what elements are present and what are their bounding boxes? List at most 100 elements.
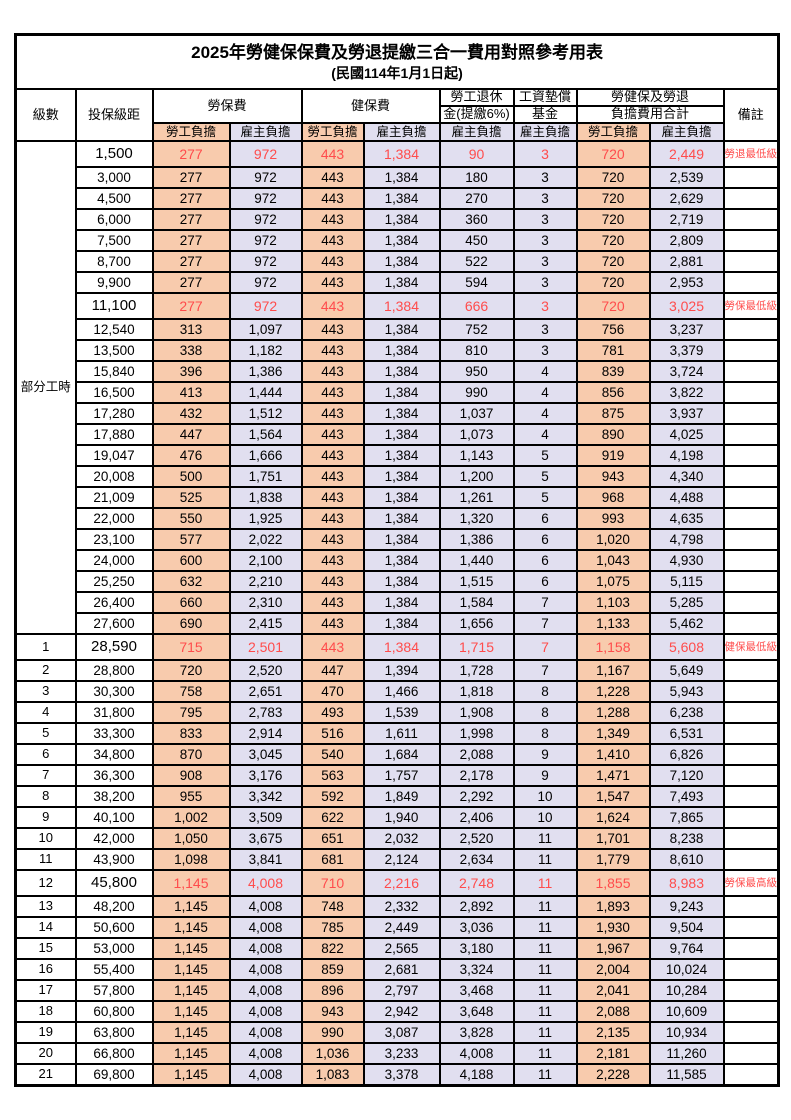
value-cell: 1,547 — [575, 785, 651, 808]
remark-cell — [722, 722, 780, 745]
remark-cell — [722, 785, 780, 808]
remark-cell — [722, 187, 780, 210]
value-cell: 270 — [438, 187, 515, 210]
value-cell: 1,384 — [362, 486, 441, 509]
value-cell: 10,024 — [648, 958, 725, 981]
value-cell: 1,757 — [362, 764, 441, 787]
remark-cell — [722, 659, 780, 682]
value-cell: 443 — [300, 570, 365, 593]
value-cell: 11 — [512, 1063, 578, 1087]
value-cell: 476 — [151, 444, 231, 467]
remark-cell — [722, 979, 780, 1002]
value-cell: 943 — [300, 1000, 365, 1023]
value-cell: 908 — [151, 764, 231, 787]
value-cell: 3,233 — [362, 1042, 441, 1065]
level-cell: 13 — [14, 895, 77, 918]
table-row: 10 42,000 1,050 3,675 651 2,032 2,520 11 1,701 8,… — [14, 827, 780, 850]
value-cell: 443 — [300, 444, 365, 467]
subheader-health-employee: 勞工負擔 — [300, 122, 365, 142]
value-cell: 5,943 — [648, 680, 725, 703]
value-cell: 4,008 — [228, 1063, 303, 1087]
value-cell: 943 — [575, 465, 651, 488]
value-cell: 1,145 — [151, 979, 231, 1002]
value-cell: 1,384 — [362, 339, 441, 362]
value-cell: 4 — [512, 423, 578, 446]
value-cell: 5 — [512, 486, 578, 509]
value-cell: 870 — [151, 743, 231, 766]
value-cell: 1,855 — [575, 869, 651, 897]
value-cell: 8,983 — [648, 869, 725, 897]
value-cell: 1,384 — [362, 381, 441, 404]
value-cell: 720 — [575, 292, 651, 320]
table-row: 16 55,400 1,145 4,008 859 2,681 3,324 11 2,004 10… — [14, 958, 780, 981]
value-cell: 1,036 — [300, 1042, 365, 1065]
value-cell: 277 — [151, 140, 231, 168]
bracket-cell: 8,700 — [74, 250, 154, 273]
value-cell: 4,025 — [648, 423, 725, 446]
table-row: 4,500 277 972 443 1,384 270 3 720 2,629 — [16, 187, 780, 210]
value-cell: 277 — [151, 229, 231, 252]
value-cell: 1,083 — [300, 1063, 365, 1087]
value-cell: 1,539 — [362, 701, 441, 724]
remark-cell — [722, 423, 780, 446]
value-cell: 4 — [512, 381, 578, 404]
value-cell: 563 — [300, 764, 365, 787]
table-row: 15,840 396 1,386 443 1,384 950 4 839 3,724 — [16, 360, 780, 383]
value-cell: 443 — [300, 612, 365, 635]
value-cell: 1,967 — [575, 937, 651, 960]
value-cell: 2,651 — [228, 680, 303, 703]
value-cell: 720 — [575, 166, 651, 189]
value-cell: 443 — [300, 187, 365, 210]
value-cell: 443 — [300, 591, 365, 614]
value-cell: 592 — [300, 785, 365, 808]
value-cell: 1,145 — [151, 1063, 231, 1087]
level-cell: 20 — [14, 1042, 77, 1065]
table-row: 19,047 476 1,666 443 1,384 1,143 5 919 4,198 — [16, 444, 780, 467]
bracket-cell: 48,200 — [74, 895, 154, 918]
value-cell: 3,087 — [362, 1021, 441, 1044]
col-header-pension-line1: 勞工退休 — [438, 88, 515, 107]
value-cell: 5,285 — [648, 591, 725, 614]
table-row: 13 48,200 1,145 4,008 748 2,332 2,892 11 1,893 9,… — [14, 895, 780, 918]
remark-cell — [722, 958, 780, 981]
value-cell: 5 — [512, 444, 578, 467]
remark-cell — [722, 1000, 780, 1023]
value-cell: 11 — [512, 895, 578, 918]
table-row: 18 60,800 1,145 4,008 943 2,942 3,648 11 2,088 10… — [14, 1000, 780, 1023]
value-cell: 11 — [512, 979, 578, 1002]
value-cell: 8 — [512, 701, 578, 724]
value-cell: 3,036 — [438, 916, 515, 939]
value-cell: 2,501 — [228, 633, 303, 661]
header-sub-row: 勞工負擔 雇主負擔 勞工負擔 雇主負擔 雇主負擔 雇主負擔 勞工負擔 雇主負擔 — [16, 122, 779, 142]
value-cell: 443 — [300, 633, 365, 661]
value-cell: 2,124 — [362, 848, 441, 871]
value-cell: 1,145 — [151, 869, 231, 897]
value-cell: 540 — [300, 743, 365, 766]
value-cell: 2,681 — [362, 958, 441, 981]
value-cell: 443 — [300, 166, 365, 189]
table-row: 17,880 447 1,564 443 1,384 1,073 4 890 4,025 — [16, 423, 780, 446]
col-header-health-insurance: 健保費 — [300, 88, 441, 124]
level-cell: 18 — [14, 1000, 77, 1023]
value-cell: 2,783 — [228, 701, 303, 724]
bracket-cell: 33,300 — [74, 722, 154, 745]
remark-cell — [722, 528, 780, 551]
value-cell: 1,384 — [362, 229, 441, 252]
value-cell: 1,320 — [438, 507, 515, 530]
value-cell: 277 — [151, 250, 231, 273]
level-cell: 16 — [14, 958, 77, 981]
value-cell: 8,238 — [648, 827, 725, 850]
value-cell: 2,520 — [438, 827, 515, 850]
value-cell: 1,037 — [438, 402, 515, 425]
value-cell: 1,410 — [575, 743, 651, 766]
value-cell: 443 — [300, 250, 365, 273]
value-cell: 7 — [512, 591, 578, 614]
value-cell: 972 — [228, 250, 303, 273]
remark-cell — [722, 701, 780, 724]
value-cell: 5,115 — [648, 570, 725, 593]
value-cell: 1,624 — [575, 806, 651, 829]
value-cell: 313 — [151, 318, 231, 341]
remark-cell — [722, 827, 780, 850]
value-cell: 972 — [228, 208, 303, 231]
value-cell: 1,471 — [575, 764, 651, 787]
